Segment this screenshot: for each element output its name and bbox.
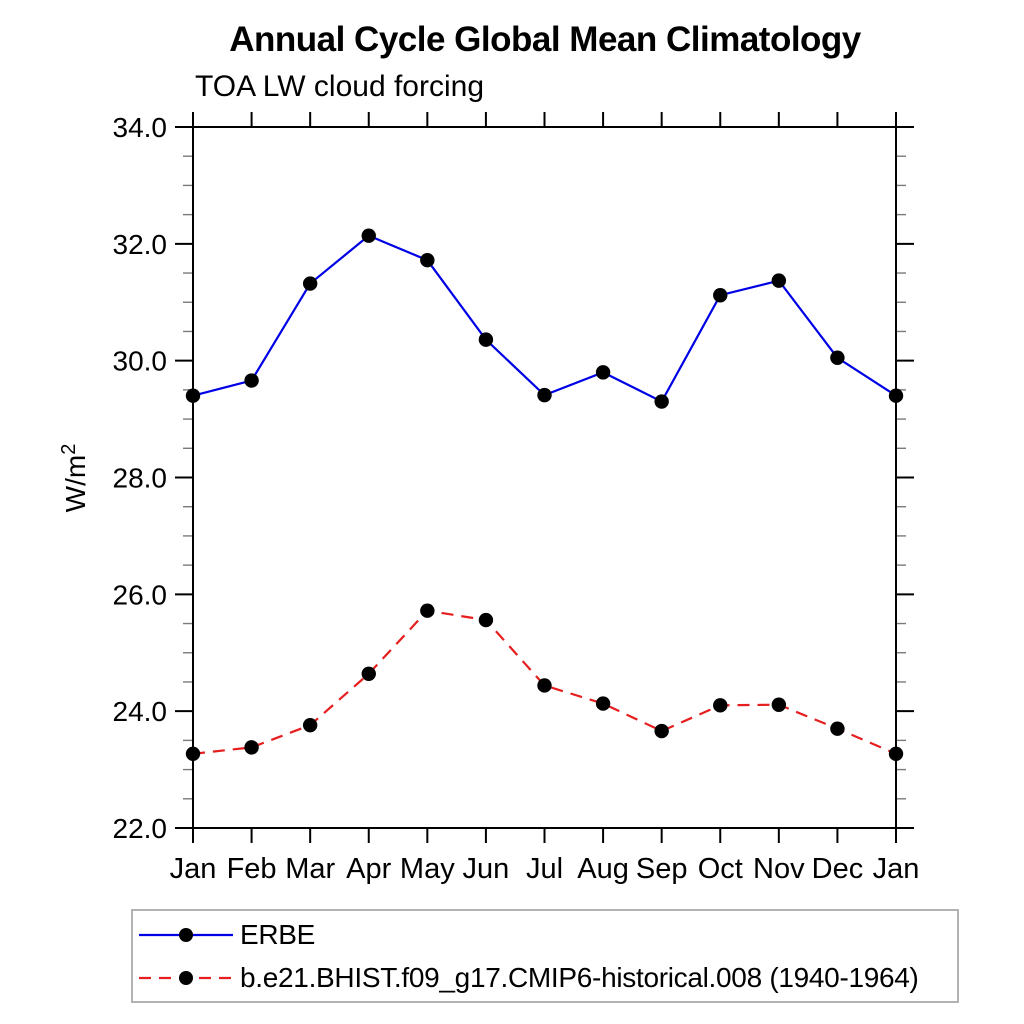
data-point: [888, 388, 904, 403]
x-tick-label: Feb: [227, 853, 277, 885]
data-point: [185, 388, 201, 403]
y-tick-label: 34.0: [113, 112, 168, 143]
data-point: [654, 394, 669, 409]
y-unit-exponent: 2: [57, 443, 80, 455]
x-tick-label: Jun: [463, 853, 510, 885]
data-point: [302, 276, 318, 291]
data-point: [595, 696, 611, 711]
legend-sample-dashed-line: [139, 970, 233, 985]
x-tick-label: Sep: [636, 853, 688, 885]
data-point: [478, 612, 494, 628]
data-point: [654, 723, 669, 739]
legend-label-model: b.e21.BHIST.f09_g17.CMIP6-historical.008…: [240, 961, 919, 993]
x-tick-label: May: [400, 853, 455, 885]
y-unit-base: W/m: [60, 454, 92, 513]
legend-label-erbe: ERBE: [240, 918, 316, 950]
y-axis-unit-label: W/m2: [58, 444, 92, 513]
x-tick-label: Aug: [577, 853, 629, 885]
y-tick-label: 32.0: [113, 229, 168, 260]
x-tick-label: Jan: [873, 853, 920, 885]
data-point: [478, 332, 494, 347]
chart-title: Annual Cycle Global Mean Climatology: [229, 20, 861, 59]
data-point: [420, 252, 435, 268]
series-markers-1: [185, 603, 904, 762]
data-point: [713, 698, 728, 713]
data-point: [185, 746, 201, 762]
data-point: [244, 740, 259, 755]
data-point: [361, 666, 376, 681]
data-point: [361, 228, 376, 243]
legend-box: ERBE b.e21.BHIST.f09_g17.CMIP6-historica…: [131, 909, 959, 1003]
y-tick-label: 30.0: [113, 346, 168, 377]
x-tick-label: Mar: [285, 853, 335, 885]
data-point: [537, 678, 552, 693]
y-tick-label: 28.0: [113, 463, 168, 494]
x-tick-label: Dec: [812, 853, 864, 885]
legend-sample-solid-line: [139, 927, 233, 942]
data-point: [830, 721, 845, 736]
data-point: [244, 373, 259, 388]
y-tick-label: 26.0: [113, 579, 168, 610]
x-tick-label: Jan: [170, 853, 217, 885]
data-point: [713, 288, 728, 303]
series-line-0: [192, 234, 897, 404]
y-axis-minor-ticks: [183, 155, 906, 800]
series-markers-0: [185, 228, 904, 409]
data-point: [771, 273, 787, 288]
data-point: [888, 746, 904, 762]
plot-frame: [192, 126, 897, 829]
data-point: [595, 365, 611, 380]
legend-item-erbe: ERBE: [135, 914, 957, 955]
y-tick-label: 22.0: [113, 813, 168, 844]
x-tick-label: Apr: [346, 853, 391, 885]
x-tick-label: Oct: [698, 853, 743, 885]
x-tick-label: Jul: [526, 853, 563, 885]
axis-major-ticks: [175, 112, 914, 843]
x-tick-label: Nov: [753, 853, 805, 885]
data-point: [771, 697, 787, 712]
x-axis-tick-labels: Jan Feb Mar Apr May Jun Jul Aug Sep Oct Nov Dec Jan: [170, 853, 920, 885]
data-point: [537, 387, 552, 403]
y-axis-tick-labels: 22.0 24.0 26.0 28.0 30.0 32.0 34.0: [113, 112, 168, 844]
y-tick-label: 24.0: [113, 696, 168, 727]
data-point: [302, 717, 318, 733]
chart-subtitle: TOA LW cloud forcing: [195, 70, 485, 103]
data-point: [420, 603, 435, 618]
legend-item-model: b.e21.BHIST.f09_g17.CMIP6-historical.008…: [135, 957, 957, 998]
data-point: [830, 350, 845, 365]
